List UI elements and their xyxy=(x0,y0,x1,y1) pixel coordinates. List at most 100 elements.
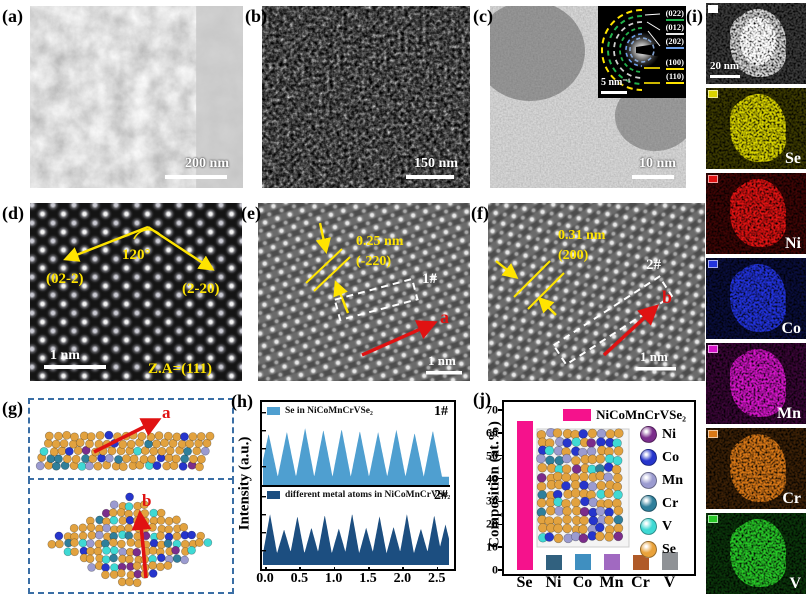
h-xtickmark xyxy=(333,567,336,571)
map-color-swatch-se xyxy=(708,90,718,98)
legend-swatch-2 xyxy=(267,491,280,499)
saed-ring-label-(022): (022) xyxy=(665,9,684,21)
scalebar-label-b: 150 nm xyxy=(414,156,458,171)
tem-image-a: 200 nm xyxy=(30,6,243,188)
saed-inset: (022) (012) (202) (100) (110) 5 nm⁻¹ xyxy=(598,6,686,98)
region-tag-f: 2# xyxy=(646,257,662,273)
saed-ring-label-(110): (110) xyxy=(666,72,684,84)
map-scalebar-label: 20 nm xyxy=(710,60,740,72)
element-legend-swatch-mn xyxy=(640,472,657,489)
j-ytick-30: 30 xyxy=(486,493,498,508)
j-ytick-20: 20 xyxy=(486,516,498,531)
h-xtickmark xyxy=(265,567,267,571)
legend-label-2: different metal atoms in NiCoMnCrVSe₂ xyxy=(285,490,451,500)
scalebar-label-d: 1 nm xyxy=(50,348,80,363)
j-ytick-70: 70 xyxy=(486,402,498,417)
hrtem-image-f: 0.31 nm (200) 2# b 1 nm xyxy=(488,203,705,381)
scalebar-label-c: 10 nm xyxy=(639,156,676,171)
element-legend-ni: Ni xyxy=(640,426,676,443)
h-xtickmark xyxy=(436,567,439,571)
model-box-a: a xyxy=(28,398,234,482)
saed-scalebar-label: 5 nm⁻¹ xyxy=(601,77,631,88)
element-legend-cr: Cr xyxy=(640,495,678,512)
h-xtickmark xyxy=(402,567,404,571)
bar-V xyxy=(661,551,678,570)
bar-Co xyxy=(574,554,591,570)
panel-label-d: (d) xyxy=(2,203,24,223)
map-color-swatch-mn xyxy=(708,345,718,353)
subplot-divider xyxy=(262,485,450,487)
scalebar-b xyxy=(406,175,454,179)
element-legend-label-mn: Mn xyxy=(662,472,683,488)
element-legend-label-cr: Cr xyxy=(662,495,679,511)
eds-map-cr: Cr xyxy=(706,428,806,509)
diamond-direction-b: b xyxy=(142,491,151,510)
h-xtick-1.5: 1.5 xyxy=(359,571,377,586)
j-ytickmark xyxy=(498,477,502,480)
eds-map-ni: Ni xyxy=(706,173,806,254)
j-ytickmark xyxy=(498,432,502,434)
stem-image-d: (02-2) 120° (2-20) 1 nm Z.A=(111) xyxy=(30,203,242,381)
j-ytickmark xyxy=(498,523,502,526)
panel-label-f: (f) xyxy=(471,203,489,223)
h-xtick-0.5: 0.5 xyxy=(290,571,309,586)
j-ytickmark xyxy=(498,500,502,503)
element-legend-label-v: V xyxy=(662,518,673,534)
map-scalebar xyxy=(710,75,740,78)
element-legend-co: Co xyxy=(640,449,679,466)
profile-box-2 xyxy=(552,275,674,366)
bar-Se xyxy=(516,421,533,570)
direction-label-a: a xyxy=(440,307,449,327)
slab-direction-a: a xyxy=(162,403,171,422)
panel-label-i: (i) xyxy=(686,6,703,26)
map-element-label-ni: Ni xyxy=(785,235,801,252)
element-legend-se: Se xyxy=(640,541,676,558)
scalebar-d xyxy=(44,365,106,369)
j-legend-swatch xyxy=(563,409,592,421)
map-element-label-v: V xyxy=(789,575,801,592)
scalebar-f xyxy=(636,367,676,371)
h-xtick-2.5: 2.5 xyxy=(427,571,446,586)
angle-label-d: 120° xyxy=(122,247,151,263)
plane-label-e: (-220) xyxy=(356,254,391,269)
panel-label-e: (e) xyxy=(241,203,261,223)
j-ytick-60: 60 xyxy=(486,425,498,440)
legend-swatch-1 xyxy=(267,407,280,415)
eds-map-haadf: 20 nm xyxy=(706,3,806,84)
spacing-label-f: 0.31 nm xyxy=(558,228,606,243)
hrtem-image-c: 10 nm xyxy=(490,6,686,188)
j-category-Mn: Mn xyxy=(599,574,624,591)
map-element-label-co: Co xyxy=(781,320,801,337)
element-legend-label-ni: Ni xyxy=(662,426,676,442)
atom-diamond-model: b xyxy=(47,491,213,588)
j-category-V: V xyxy=(663,574,676,591)
annotations-e: 0.25 nm (-220) 1# a 1 nm xyxy=(305,222,462,375)
eds-map-co: Co xyxy=(706,258,806,339)
saed-ring-label-(012): (012) xyxy=(665,23,684,35)
profile-curves xyxy=(262,412,449,565)
j-ytickmark xyxy=(498,409,502,411)
plane-label-left-d: (02-2) xyxy=(46,271,84,287)
map-color-swatch-v xyxy=(708,515,718,523)
j-ytick-40: 40 xyxy=(486,471,498,486)
panel-label-c: (c) xyxy=(473,6,493,26)
h-xtick-0.0: 0.0 xyxy=(256,571,274,586)
eds-map-mn: Mn xyxy=(706,343,806,424)
scalebar-label-f: 1 nm xyxy=(640,349,668,364)
panel-label-a: (a) xyxy=(2,6,23,26)
composition-bar-chart: NiCoMnCrVSe₂ Ni Co Mn Cr V Se xyxy=(502,400,696,576)
saed-ring-label-(202): (202) xyxy=(665,37,684,49)
h-xtick-2.0: 2.0 xyxy=(393,571,412,586)
element-legend-swatch-co xyxy=(640,449,657,466)
map-element-label-cr: Cr xyxy=(782,490,801,507)
j-ytickmark xyxy=(498,569,502,571)
panel-label-j: (j) xyxy=(473,389,491,409)
tem-b-texture xyxy=(262,6,470,188)
j-ytickmark xyxy=(498,454,502,457)
j-legend: NiCoMnCrVSe₂ xyxy=(563,407,686,423)
element-legend-swatch-ni xyxy=(640,426,657,443)
saed-scalebar xyxy=(601,91,627,94)
panel-label-b: (b) xyxy=(245,6,267,26)
j-category-Co: Co xyxy=(572,574,593,591)
element-legend-label-se: Se xyxy=(662,541,676,557)
